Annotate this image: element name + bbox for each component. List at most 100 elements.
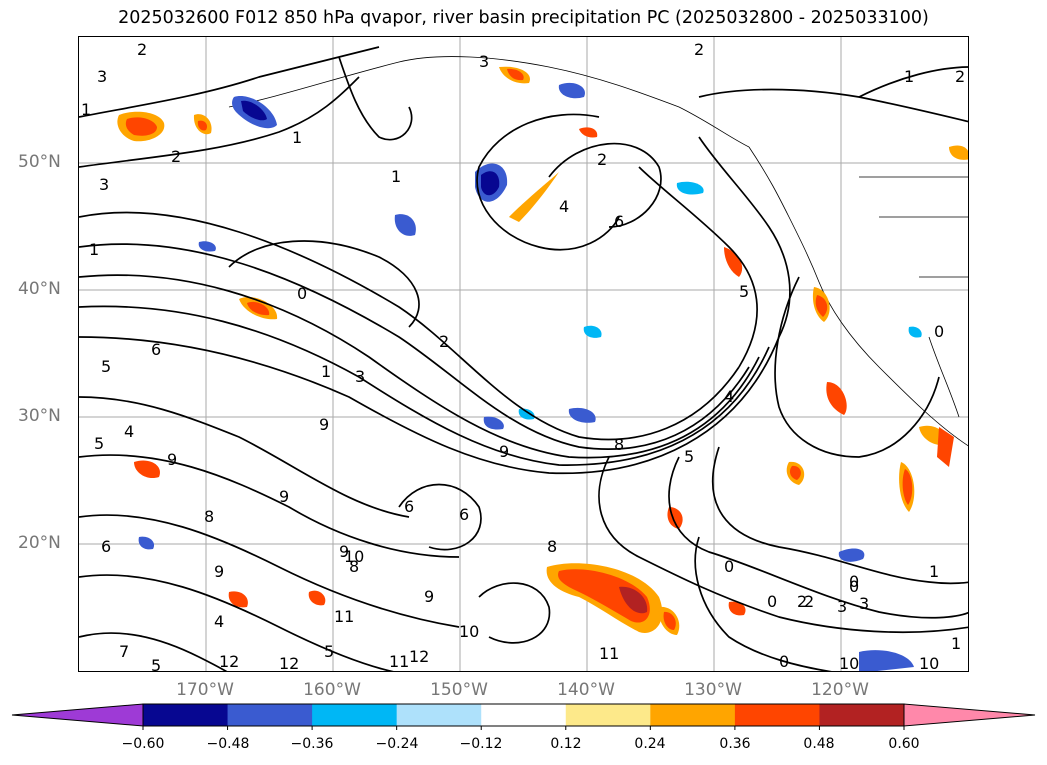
contour-label: 3: [859, 594, 869, 613]
lon-label-160w: 160°W: [303, 680, 361, 700]
lat-label-30n: 30°N: [18, 406, 61, 426]
colorbar-tick-label: 0.48: [803, 736, 835, 752]
contour-label: 9: [499, 442, 509, 461]
contour-labels: 2 3 1 2 3 1 2 1 2 1 0 1 1 3 2 4 6 0 0 0 …: [81, 40, 965, 672]
contour-label: 2: [171, 147, 181, 166]
colorbar-outline: [142, 703, 905, 727]
colorbar-segment: [819, 704, 905, 726]
colorbar-tick-label: 0.24: [634, 736, 666, 752]
colorbar-tick-label: −0.48: [206, 736, 250, 752]
contour-label: 12: [409, 647, 429, 666]
contour-label: 10: [344, 547, 364, 566]
contour-label: 0: [767, 592, 777, 611]
colorbar-tick-label: 0.12: [550, 736, 582, 752]
contour-label: 2: [797, 592, 807, 611]
contour-label: 5: [684, 447, 694, 466]
contour-label: 3: [837, 597, 847, 616]
contour-label: 2: [597, 150, 607, 169]
contour-label: 0: [849, 572, 859, 591]
contour-label: 0: [297, 284, 307, 303]
qvapor-contours: [79, 46, 968, 671]
colorbar-extend-min: [11, 703, 144, 727]
colorbar-segments: [11, 703, 1036, 727]
contour-label: 10: [839, 654, 859, 672]
contour-label: 4: [214, 612, 224, 631]
contour-label: 2: [694, 40, 704, 59]
lat-label-20n: 20°N: [18, 533, 61, 553]
contour-label: 1: [391, 167, 401, 186]
map-panel: 2 3 1 2 3 1 2 1 2 1 0 1 1 3 2 4 6 0 0 0 …: [78, 36, 969, 672]
positive-anomaly-patches: [117, 66, 968, 635]
contour-label: 2: [955, 67, 965, 86]
contour-label: 11: [334, 607, 354, 626]
contour-label: 2: [439, 332, 449, 351]
colorbar-tick-label: −0.36: [290, 736, 334, 752]
contour-label: 12: [279, 654, 299, 672]
contour-label: 6: [404, 497, 414, 516]
contour-label: 8: [547, 537, 557, 556]
colorbar-tick-label: −0.12: [459, 736, 503, 752]
contour-label: 12: [219, 652, 239, 671]
contour-label: 6: [459, 505, 469, 524]
contour-label: 9: [167, 450, 177, 469]
contour-label: 6: [614, 212, 624, 231]
colorbar-segment: [650, 704, 736, 726]
contour-label: 4: [124, 422, 134, 441]
colorbar-segment: [565, 704, 651, 726]
negative-anomaly-patches: [138, 82, 922, 671]
contour-label: 0: [849, 577, 859, 596]
contour-label: 6: [151, 340, 161, 359]
lat-label-40n: 40°N: [18, 279, 61, 299]
contour-label: 3: [99, 175, 109, 194]
contour-label: 10: [459, 622, 479, 641]
colorbar-segment: [734, 704, 820, 726]
lon-label-140w: 140°W: [557, 680, 615, 700]
colorbar-tick-label: −0.60: [121, 736, 165, 752]
contour-label: 9: [279, 487, 289, 506]
colorbar-extend-max: [903, 703, 1036, 727]
colorbar-segment: [227, 704, 313, 726]
contour-label: 2: [137, 40, 147, 59]
contour-label: 3: [355, 367, 365, 386]
contour-label: 0: [934, 322, 944, 341]
colorbar-tick-label: 0.36: [719, 736, 751, 752]
contour-label: 7: [119, 642, 129, 661]
contour-label: 5: [324, 642, 334, 661]
contour-label: 10: [919, 654, 939, 672]
contour-label: 5: [101, 357, 111, 376]
contour-label: 1: [89, 240, 99, 259]
contour-label: 1: [929, 562, 939, 581]
contour-label: 1: [321, 362, 331, 381]
map-title: 2025032600 F012 850 hPa qvapor, river ba…: [118, 8, 929, 28]
contour-label: 11: [389, 652, 409, 671]
colorbar-segment: [143, 704, 229, 726]
lon-label-170w: 170°W: [176, 680, 234, 700]
contour-label: 4: [724, 387, 734, 406]
contour-label: 6: [101, 537, 111, 556]
lon-label-150w: 150°W: [430, 680, 488, 700]
contour-label: 8: [614, 435, 624, 454]
lon-label-130w: 130°W: [684, 680, 742, 700]
lat-label-50n: 50°N: [18, 152, 61, 172]
contour-label: 9: [214, 562, 224, 581]
contour-label: 4: [559, 197, 569, 216]
contour-label: 1: [292, 128, 302, 147]
contour-label: 5: [739, 282, 749, 301]
colorbar-tick-label: −0.24: [375, 736, 419, 752]
contour-label: 9: [424, 587, 434, 606]
contour-label: 0: [779, 652, 789, 671]
contour-label: 1: [904, 67, 914, 86]
colorbar-segment: [481, 704, 567, 726]
contour-label: 8: [204, 507, 214, 526]
contour-label: 0: [724, 557, 734, 576]
contour-label: 1: [81, 100, 91, 119]
contour-label: 1: [951, 634, 961, 653]
contour-label: 3: [97, 67, 107, 86]
contour-label: 5: [151, 656, 161, 672]
colorbar-segment: [396, 704, 482, 726]
map-canvas: 2 3 1 2 3 1 2 1 2 1 0 1 1 3 2 4 6 0 0 0 …: [79, 37, 968, 672]
contour-label: 9: [339, 542, 349, 561]
contour-label: 8: [349, 557, 359, 576]
colorbar-segment: [312, 704, 398, 726]
